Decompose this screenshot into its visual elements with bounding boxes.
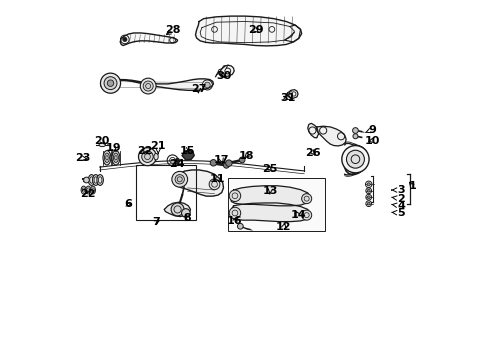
Ellipse shape <box>154 153 158 160</box>
Circle shape <box>368 189 370 192</box>
Text: 17: 17 <box>214 155 229 165</box>
Circle shape <box>223 162 229 168</box>
Circle shape <box>239 157 245 163</box>
Polygon shape <box>308 123 319 138</box>
Text: 10: 10 <box>365 136 380 145</box>
Text: 2: 2 <box>392 194 405 204</box>
Text: 27: 27 <box>191 84 206 94</box>
Circle shape <box>175 175 184 184</box>
Text: 26: 26 <box>305 148 321 158</box>
Circle shape <box>171 203 184 216</box>
Polygon shape <box>317 126 346 146</box>
Text: 14: 14 <box>290 210 306 220</box>
Polygon shape <box>231 203 310 222</box>
Circle shape <box>368 196 370 199</box>
Text: 16: 16 <box>227 216 243 226</box>
Text: 3: 3 <box>392 185 405 195</box>
Text: 21: 21 <box>150 141 166 154</box>
Text: 8: 8 <box>184 213 192 222</box>
Circle shape <box>181 209 190 217</box>
Circle shape <box>122 37 127 41</box>
Polygon shape <box>183 214 188 217</box>
Circle shape <box>346 150 365 168</box>
Polygon shape <box>196 16 302 46</box>
Bar <box>136 165 196 220</box>
Text: 1: 1 <box>409 181 416 192</box>
Text: 7: 7 <box>152 217 160 227</box>
Circle shape <box>107 80 114 86</box>
Polygon shape <box>101 79 214 90</box>
Circle shape <box>367 183 370 186</box>
Bar <box>228 178 324 231</box>
Text: 15: 15 <box>179 145 195 156</box>
Circle shape <box>172 171 188 187</box>
Polygon shape <box>231 186 310 206</box>
Ellipse shape <box>91 186 96 194</box>
Text: 12: 12 <box>276 222 292 232</box>
Text: 23: 23 <box>75 153 91 163</box>
Circle shape <box>142 151 153 162</box>
Circle shape <box>210 159 217 166</box>
Circle shape <box>140 78 156 94</box>
Text: 9: 9 <box>366 125 376 135</box>
Text: 11: 11 <box>209 174 225 184</box>
Polygon shape <box>164 202 191 217</box>
Text: 28: 28 <box>166 25 181 35</box>
Polygon shape <box>120 33 177 45</box>
Text: 29: 29 <box>248 25 264 35</box>
Circle shape <box>143 81 153 91</box>
Text: 13: 13 <box>263 186 278 197</box>
Circle shape <box>209 179 220 190</box>
Text: 24: 24 <box>169 159 185 169</box>
Circle shape <box>353 128 358 134</box>
Text: 22: 22 <box>138 145 153 156</box>
Circle shape <box>104 77 117 90</box>
Text: 18: 18 <box>239 150 254 161</box>
Circle shape <box>302 194 312 204</box>
Ellipse shape <box>97 175 103 185</box>
Polygon shape <box>182 150 194 160</box>
Circle shape <box>302 210 312 220</box>
Polygon shape <box>344 145 367 175</box>
Circle shape <box>225 160 232 166</box>
Ellipse shape <box>99 143 105 147</box>
Text: 4: 4 <box>392 201 405 211</box>
Text: 5: 5 <box>392 208 405 218</box>
Ellipse shape <box>93 175 99 185</box>
Circle shape <box>84 177 89 183</box>
Polygon shape <box>287 90 298 98</box>
Circle shape <box>100 73 121 93</box>
Ellipse shape <box>112 150 120 165</box>
Circle shape <box>139 148 156 166</box>
Text: 30: 30 <box>216 71 231 81</box>
Circle shape <box>368 202 370 205</box>
Text: 20: 20 <box>95 136 110 146</box>
Ellipse shape <box>81 186 86 194</box>
Circle shape <box>229 190 241 202</box>
Text: 6: 6 <box>124 199 132 210</box>
Text: 31: 31 <box>280 93 296 103</box>
Circle shape <box>238 224 243 229</box>
Ellipse shape <box>88 175 95 185</box>
Circle shape <box>342 145 369 173</box>
Ellipse shape <box>103 150 111 165</box>
Circle shape <box>176 158 179 162</box>
Polygon shape <box>219 65 234 77</box>
Circle shape <box>353 134 358 139</box>
Ellipse shape <box>104 153 109 162</box>
Ellipse shape <box>86 186 91 194</box>
Circle shape <box>204 82 210 88</box>
Ellipse shape <box>113 153 119 162</box>
Polygon shape <box>172 170 223 196</box>
Text: 22: 22 <box>80 189 96 199</box>
Text: 25: 25 <box>263 164 278 174</box>
Text: 19: 19 <box>105 143 121 153</box>
Circle shape <box>229 207 241 219</box>
